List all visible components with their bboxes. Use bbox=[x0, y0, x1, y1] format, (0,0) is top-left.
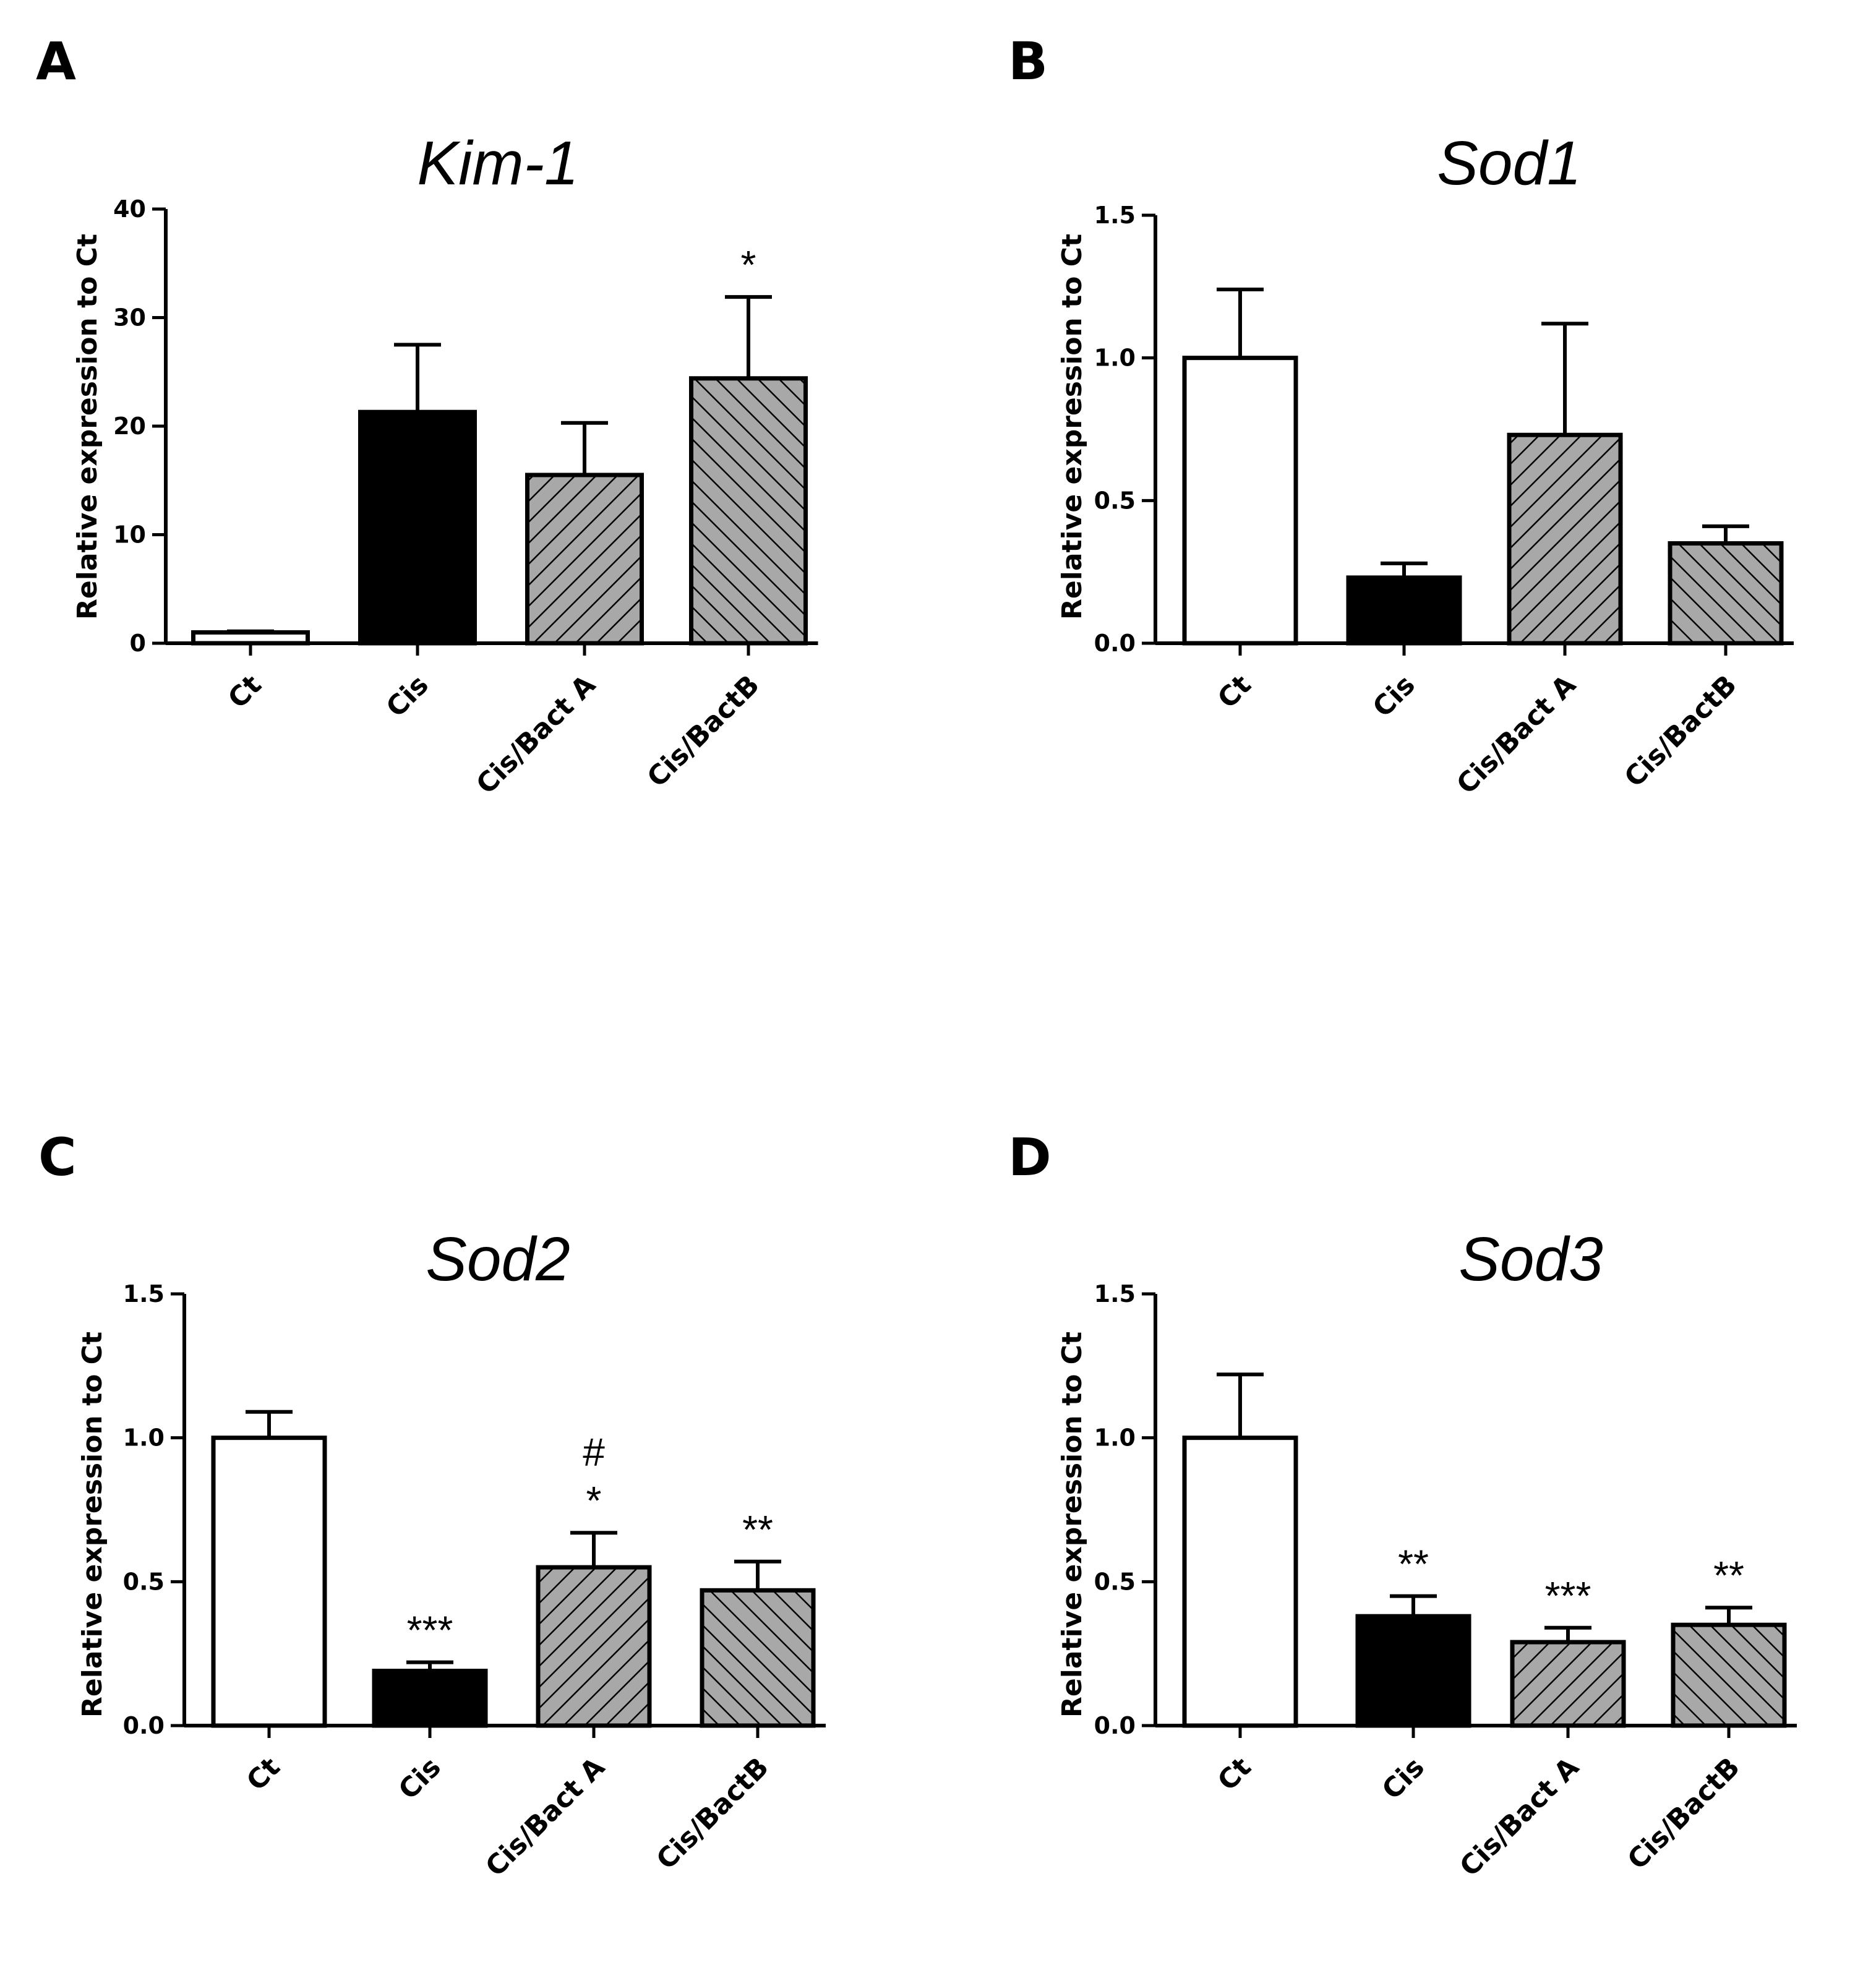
y-tick-label: 0.0 bbox=[1094, 1712, 1136, 1739]
y-tick-label: 0.5 bbox=[123, 1568, 165, 1595]
plot-area-b: 0.0 0.5 1.0 1.5 Ct Cis Cis/Bact A Cis/BactB bbox=[1094, 202, 1794, 800]
x-tick-label: Cis bbox=[393, 1752, 447, 1806]
y-tick-label: 20 bbox=[113, 413, 146, 440]
y-axis-label-b: Relative expression to Ct bbox=[1056, 234, 1088, 620]
bar-cis-bact-a bbox=[1507, 432, 1623, 646]
y-tick-label: 0 bbox=[130, 630, 146, 657]
y-tick-label: 0.5 bbox=[1094, 1568, 1136, 1595]
x-tick-label: Cis/Bact A bbox=[470, 669, 601, 800]
bar-ct bbox=[1182, 356, 1298, 646]
x-tick-label: Cis/Bact A bbox=[479, 1752, 610, 1883]
plot-area-c: 0.0 0.5 1.0 1.5 Ct *** Cis *# Cis/Bact A ** Cis/Ba… bbox=[123, 1280, 826, 1883]
x-tick-label: Cis/Bact A bbox=[1450, 669, 1582, 800]
chart-panel-a: A Kim-1 Relative expression to Ct 0 10 20 3… bbox=[36, 31, 818, 800]
bar-cis bbox=[1346, 575, 1462, 646]
significance-marker: ** bbox=[1398, 1542, 1429, 1586]
y-tick-label: 0.5 bbox=[1094, 487, 1136, 514]
x-tick-label: Cis/BactB bbox=[1622, 1752, 1746, 1876]
x-tick-label: Cis/Bact A bbox=[1454, 1752, 1585, 1883]
bar-cis-bactb bbox=[700, 1588, 816, 1728]
y-tick-label: 0.0 bbox=[123, 1712, 165, 1739]
x-tick-label: Cis/BactB bbox=[641, 669, 766, 794]
y-tick-label: 0.0 bbox=[1094, 630, 1136, 657]
panel-letter-b: B bbox=[1008, 31, 1048, 92]
x-tick-label: Cis bbox=[380, 669, 435, 724]
y-tick-label: 1.5 bbox=[1094, 1280, 1136, 1307]
x-tick-label: Cis/BactB bbox=[651, 1752, 775, 1876]
panel-letter-d: D bbox=[1008, 1127, 1052, 1188]
y-tick-label: 30 bbox=[113, 304, 146, 332]
bar-ct bbox=[211, 1436, 327, 1728]
chart-title-a: Kim-1 bbox=[417, 129, 578, 198]
bar-ct bbox=[1182, 1436, 1298, 1728]
plot-area-a: 0 10 20 30 40 Ct Cis Cis/Bact A * Cis/BactB bbox=[113, 195, 818, 800]
chart-title-b: Sod1 bbox=[1437, 129, 1582, 198]
bar-cis-bact-a bbox=[525, 473, 644, 646]
x-tick-label: Ct bbox=[222, 669, 268, 715]
x-tick-label: Cis bbox=[1367, 669, 1421, 724]
panel-letter-a: A bbox=[36, 31, 76, 92]
significance-marker: ** bbox=[1713, 1553, 1744, 1598]
bar-cis-bactb bbox=[689, 376, 808, 646]
significance-marker: *** bbox=[407, 1608, 453, 1653]
y-axis-label-d: Relative expression to Ct bbox=[1056, 1332, 1088, 1718]
significance-marker: * bbox=[741, 242, 756, 287]
bar-cis bbox=[372, 1669, 488, 1728]
y-tick-label: 1.5 bbox=[123, 1280, 165, 1307]
x-tick-label: Cis bbox=[1376, 1752, 1431, 1806]
significance-marker: * bbox=[586, 1478, 602, 1523]
chart-panel-c: C Sod2 Relative expression to Ct 0.0 0.5 1… bbox=[38, 1127, 826, 1883]
y-tick-label: 1.0 bbox=[1094, 345, 1136, 372]
y-tick-label: 1.0 bbox=[1094, 1424, 1136, 1452]
y-tick-label: 10 bbox=[113, 521, 146, 549]
y-tick-label: 1.0 bbox=[123, 1424, 165, 1452]
bar-cis bbox=[1355, 1614, 1471, 1728]
x-tick-label: Ct bbox=[1212, 669, 1257, 715]
x-tick-label: Cis/BactB bbox=[1619, 669, 1743, 794]
significance-marker: ** bbox=[742, 1507, 773, 1552]
y-tick-label: 40 bbox=[113, 195, 146, 223]
chart-title-d: Sod3 bbox=[1458, 1225, 1603, 1294]
significance-marker: # bbox=[583, 1430, 605, 1474]
bar-cis-bactb bbox=[1671, 1622, 1787, 1728]
significance-marker: *** bbox=[1545, 1573, 1591, 1618]
x-tick-label: Ct bbox=[1212, 1752, 1257, 1797]
y-axis-label-c: Relative expression to Ct bbox=[77, 1332, 108, 1718]
y-tick-label: 1.5 bbox=[1094, 202, 1136, 229]
chart-title-c: Sod2 bbox=[426, 1225, 570, 1294]
bar-cis bbox=[358, 409, 477, 646]
bar-cis-bact-a bbox=[536, 1565, 652, 1728]
chart-panel-d: D Sod3 Relative expression to Ct 0.0 0.5 1… bbox=[1008, 1127, 1797, 1883]
bar-cis-bactb bbox=[1668, 541, 1784, 646]
y-axis-label-a: Relative expression to Ct bbox=[72, 234, 103, 620]
plot-area-d: 0.0 0.5 1.0 1.5 Ct ** Cis *** Cis/Bact A ** Cis/Ba… bbox=[1094, 1280, 1797, 1883]
x-tick-label: Ct bbox=[241, 1752, 286, 1797]
panel-letter-c: C bbox=[38, 1127, 77, 1188]
bar-cis-bact-a bbox=[1510, 1640, 1626, 1728]
chart-panel-b: B Sod1 Relative expression to Ct 0.0 0.5 1… bbox=[1008, 31, 1794, 800]
